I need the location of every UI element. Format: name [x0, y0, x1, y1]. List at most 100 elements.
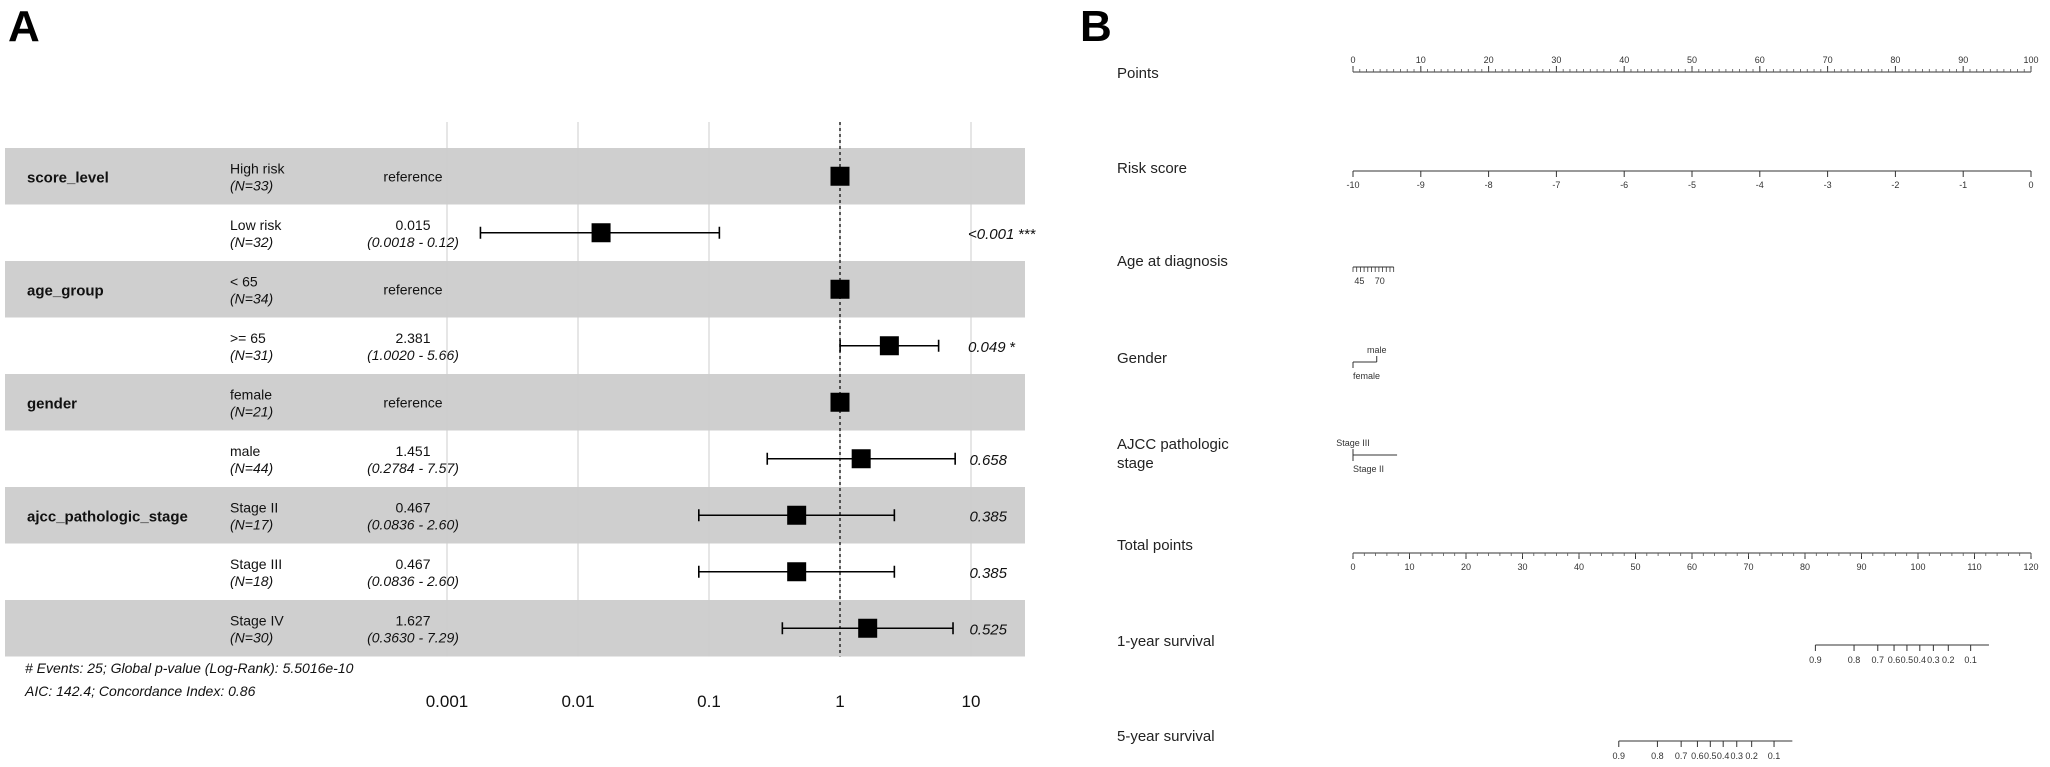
- variable-label: gender: [27, 395, 77, 412]
- n-label: (N=31): [230, 347, 273, 363]
- tick-label: 0.1: [1768, 751, 1781, 761]
- point-estimate: [858, 618, 878, 638]
- tick-label: 45: [1354, 276, 1364, 286]
- tick-label: 10: [1416, 55, 1426, 65]
- footer-aic: AIC: 142.4; Concordance Index: 0.86: [24, 683, 256, 699]
- tick-label: 20: [1461, 562, 1471, 572]
- tick-label: -9: [1417, 180, 1425, 190]
- p-value: 0.385: [969, 565, 1007, 582]
- row-shade: [5, 261, 1025, 318]
- tick-label: 70: [1375, 276, 1385, 286]
- variable-label: ajcc_pathologic_stage: [27, 508, 188, 525]
- level-label: Stage III: [230, 556, 282, 572]
- variable-label: age_group: [27, 282, 104, 299]
- point-estimate: [787, 505, 807, 525]
- tick-label: 10: [1404, 562, 1414, 572]
- tick-label: 0.2: [1745, 751, 1758, 761]
- point-estimate: [787, 562, 807, 582]
- tick-label: -5: [1688, 180, 1696, 190]
- scale-label: AJCC pathologic: [1117, 436, 1229, 453]
- tick-label: 0.7: [1872, 655, 1885, 665]
- level-label: Stage II: [230, 499, 278, 515]
- point-estimate: [591, 223, 611, 243]
- tick-label: 90: [1856, 562, 1866, 572]
- tick-label: -7: [1552, 180, 1560, 190]
- estimate-label: reference: [383, 168, 442, 184]
- tick-label: -3: [1824, 180, 1832, 190]
- level-label: Stage IV: [230, 612, 284, 628]
- tick-label: 0.3: [1730, 751, 1743, 761]
- tick-label: 0.5: [1901, 655, 1914, 665]
- tick-label: 0.6: [1691, 751, 1704, 761]
- x-tick-label: 0.01: [561, 692, 594, 711]
- estimate-label: 2.381: [395, 330, 430, 346]
- tick-label: 60: [1755, 55, 1765, 65]
- tick-label: 0.9: [1809, 655, 1822, 665]
- tick-label: 70: [1823, 55, 1833, 65]
- row-shade: [5, 148, 1025, 205]
- ci-label: (0.3630 - 7.29): [367, 629, 459, 645]
- tick-label: 30: [1517, 562, 1527, 572]
- tick-label: -2: [1891, 180, 1899, 190]
- p-value: 0.658: [969, 452, 1007, 469]
- tick-label: 100: [2023, 55, 2038, 65]
- p-value: <0.001 ***: [968, 226, 1036, 243]
- tick-label: 0.3: [1927, 655, 1940, 665]
- tick-label: 0.4: [1717, 751, 1730, 761]
- tick-label: -4: [1756, 180, 1764, 190]
- tick-label: -10: [1346, 180, 1359, 190]
- level-label: High risk: [230, 160, 285, 176]
- tick-label: 40: [1619, 55, 1629, 65]
- scale-label: stage: [1117, 455, 1154, 472]
- estimate-label: 0.015: [395, 217, 430, 233]
- category-label: female: [1353, 371, 1380, 381]
- tick-label: 50: [1687, 55, 1697, 65]
- ci-label: (0.0018 - 0.12): [367, 234, 459, 250]
- n-label: (N=30): [230, 629, 273, 645]
- level-label: female: [230, 386, 272, 402]
- significance-stars: *: [1006, 339, 1016, 356]
- panel-label-a: A: [8, 2, 40, 51]
- p-value: 0.385: [969, 508, 1007, 525]
- p-value: 0.049 *: [968, 339, 1016, 356]
- tick-label: -1: [1959, 180, 1967, 190]
- n-label: (N=17): [230, 516, 273, 532]
- n-label: (N=44): [230, 460, 273, 476]
- tick-label: 110: [1967, 562, 1981, 572]
- ci-label: (0.2784 - 7.57): [367, 460, 459, 476]
- estimate-label: 0.467: [395, 499, 430, 515]
- ci-label: (0.0836 - 2.60): [367, 516, 459, 532]
- significance-stars: ***: [1014, 226, 1036, 243]
- x-tick-label: 0.001: [426, 692, 469, 711]
- tick-label: 0.6: [1888, 655, 1901, 665]
- tick-label: -6: [1620, 180, 1628, 190]
- level-label: < 65: [230, 273, 258, 289]
- scale-label: 1-year survival: [1117, 633, 1215, 650]
- tick-label: 0.4: [1914, 655, 1927, 665]
- tick-label: 0.2: [1942, 655, 1955, 665]
- estimate-label: 0.467: [395, 556, 430, 572]
- scale-label: Total points: [1117, 537, 1193, 554]
- tick-label: 20: [1484, 55, 1494, 65]
- tick-label: 0.8: [1848, 655, 1861, 665]
- tick-label: 0.9: [1613, 751, 1626, 761]
- estimate-label: reference: [383, 281, 442, 297]
- tick-label: 90: [1958, 55, 1968, 65]
- tick-label: 80: [1890, 55, 1900, 65]
- tick-label: 0: [1350, 55, 1355, 65]
- tick-label: 0.1: [1964, 655, 1977, 665]
- n-label: (N=21): [230, 403, 273, 419]
- category-label: Stage III: [1336, 438, 1370, 448]
- x-tick-label: 0.1: [697, 692, 721, 711]
- scale-label: Risk score: [1117, 160, 1187, 177]
- tick-label: 70: [1743, 562, 1753, 572]
- tick-label: 0: [1350, 562, 1355, 572]
- category-label: Stage II: [1353, 464, 1384, 474]
- forest-plot: score_level High risk(N=33) reference Low r…: [5, 122, 1036, 711]
- level-label: Low risk: [230, 217, 282, 233]
- tick-label: 80: [1800, 562, 1810, 572]
- tick-label: 30: [1551, 55, 1561, 65]
- footer-events: # Events: 25; Global p-value (Log-Rank):…: [25, 660, 354, 676]
- tick-label: 0: [2028, 180, 2033, 190]
